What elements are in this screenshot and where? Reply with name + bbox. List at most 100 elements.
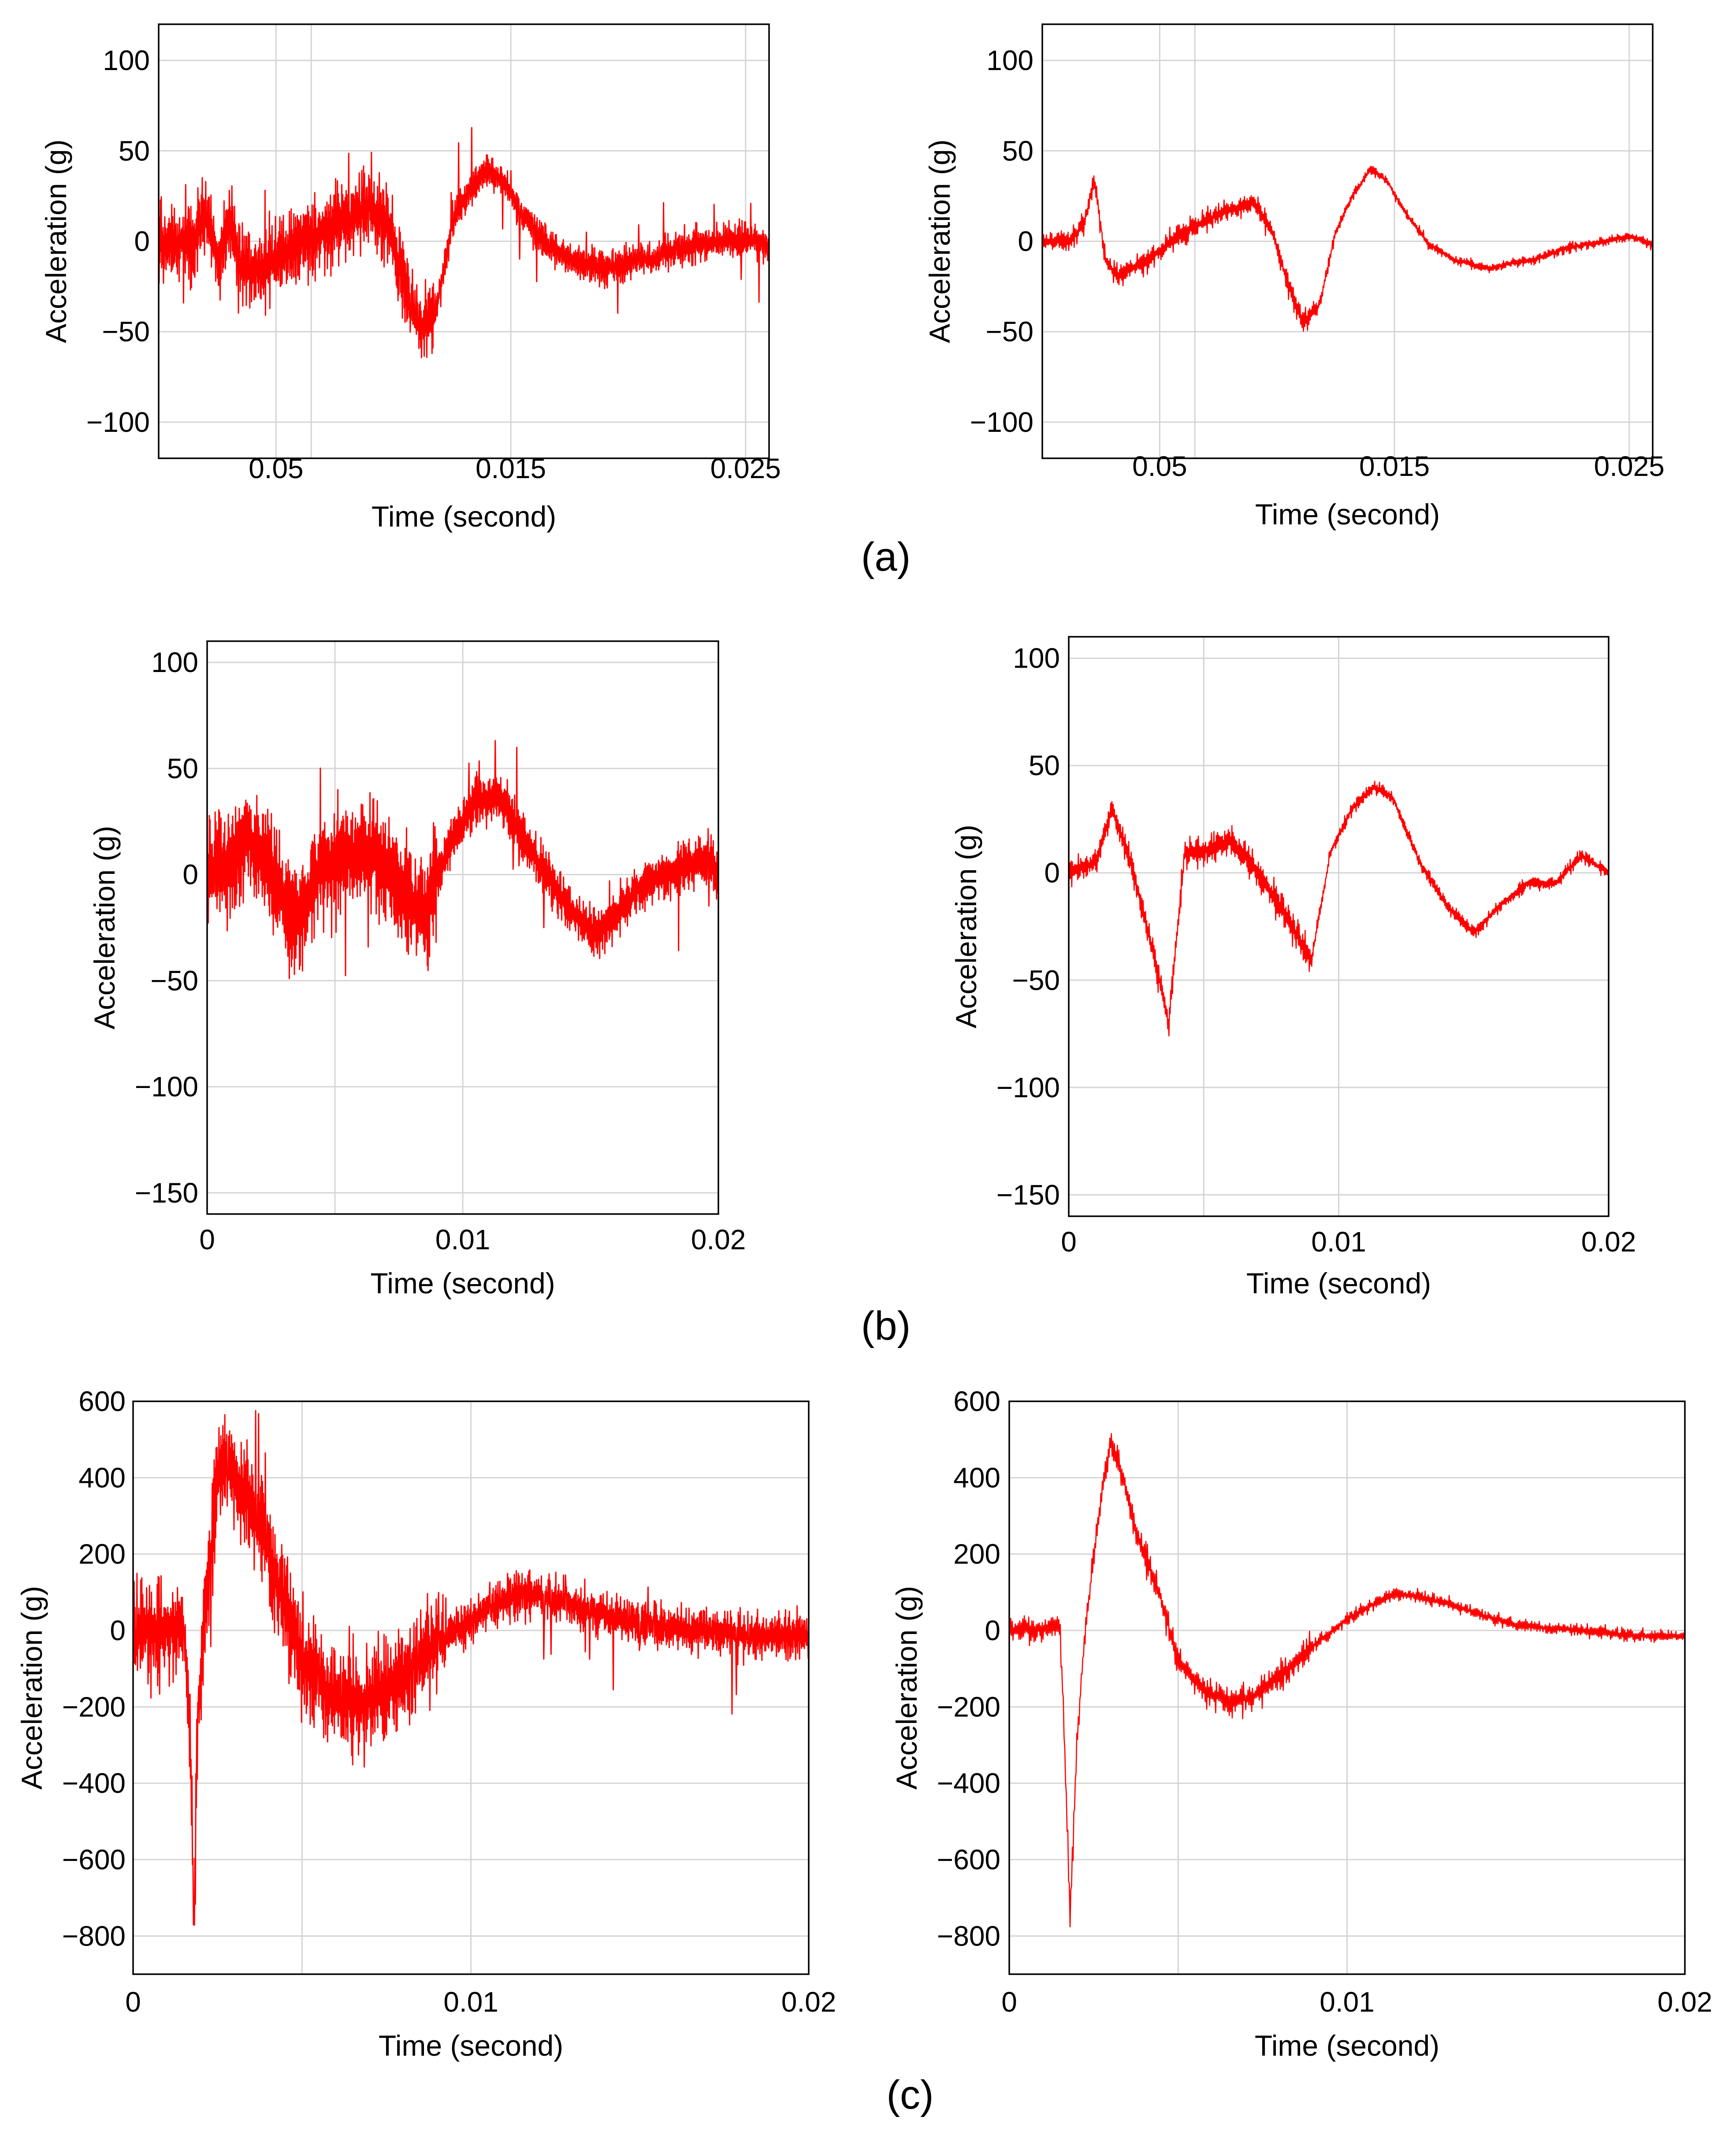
y-axis-title: Acceleration (g) xyxy=(923,139,956,343)
plot-frame xyxy=(132,1400,810,1975)
acceleration-trace xyxy=(1068,780,1610,1037)
y-tick-label: 100 xyxy=(1013,642,1060,674)
x-tick-label: 0.02 xyxy=(1658,1986,1713,2018)
grid-layer xyxy=(1042,24,1653,458)
y-tick-label: 200 xyxy=(78,1538,126,1570)
tick-layer: 0 0.01 0.02 600 400 200 0 −200 −400 −600 −800 xyxy=(62,1385,836,2018)
plot-frame xyxy=(1008,1400,1686,1975)
trace-layer xyxy=(1008,1433,1686,1927)
y-tick-label: −200 xyxy=(937,1691,1000,1723)
y-tick-label: 0 xyxy=(110,1615,126,1646)
x-tick-label: 0.01 xyxy=(435,1224,491,1255)
y-tick-label: 0 xyxy=(1018,226,1033,257)
panel-c-left: 0 0.01 0.02 600 400 200 0 −200 −400 −600 −800 Time… xyxy=(15,1385,836,2062)
y-axis-title: Acceleration (g) xyxy=(950,824,982,1028)
y-tick-label: 400 xyxy=(953,1462,1000,1493)
x-tick-label: 0.02 xyxy=(691,1224,746,1255)
y-tick-label: 100 xyxy=(103,45,150,76)
x-tick-label: 0 xyxy=(1001,1986,1017,2018)
y-tick-label: −400 xyxy=(937,1768,1000,1799)
y-tick-label: −400 xyxy=(62,1768,126,1799)
y-tick-label: 0 xyxy=(985,1615,1000,1646)
y-tick-label: 100 xyxy=(151,646,198,678)
panel-a-left: 0.05 0.015 0.025 100 50 0 −50 −100 Time (second… xyxy=(40,23,781,533)
y-tick-label: 50 xyxy=(119,135,150,167)
x-tick-label: 0.015 xyxy=(476,453,546,484)
y-tick-label: 50 xyxy=(167,753,198,784)
x-tick-label: 0.01 xyxy=(1311,1226,1366,1258)
y-tick-label: −100 xyxy=(996,1072,1060,1103)
x-tick-label: 0 xyxy=(125,1986,141,2018)
x-axis-title: Time (second) xyxy=(1255,2029,1439,2062)
y-tick-label: 0 xyxy=(134,226,150,257)
tick-layer: 0 0.01 0.02 600 400 200 0 −200 −400 −600 −800 xyxy=(937,1385,1712,2018)
trace-layer xyxy=(1068,780,1610,1037)
y-axis-title: Acceleration (g) xyxy=(88,826,121,1029)
acceleration-trace xyxy=(1008,1433,1686,1927)
x-tick-label: 0.025 xyxy=(1594,450,1665,482)
acceleration-trace xyxy=(158,127,770,358)
x-axis-title: Time (second) xyxy=(370,1267,555,1300)
y-tick-label: −800 xyxy=(62,1920,126,1952)
acceleration-trace xyxy=(132,1410,810,1926)
x-axis-title: Time (second) xyxy=(379,2029,563,2062)
trace-layer xyxy=(1041,165,1654,332)
trace-layer xyxy=(158,127,770,358)
plot-frame xyxy=(1068,636,1610,1217)
tick-layer: 0 0.01 0.02 100 50 0 −50 −100 −150 xyxy=(135,646,746,1255)
x-tick-label: 0.05 xyxy=(249,453,304,484)
x-axis-title: Time (second) xyxy=(372,500,556,533)
x-axis-title: Time (second) xyxy=(1255,498,1440,531)
x-tick-label: 0.015 xyxy=(1359,450,1430,482)
plot-frame xyxy=(158,23,770,459)
panel-label-c: (c) xyxy=(886,2072,933,2117)
y-tick-label: 0 xyxy=(1044,857,1060,889)
x-tick-label: 0.025 xyxy=(710,453,781,484)
tick-layer: 0 0.01 0.02 100 50 0 −50 −100 −150 xyxy=(996,642,1636,1258)
x-tick-label: 0 xyxy=(199,1224,215,1255)
panel-label-a: (a) xyxy=(861,535,911,579)
y-tick-label: −100 xyxy=(135,1071,198,1103)
y-tick-label: −50 xyxy=(102,316,150,348)
y-tick-label: −50 xyxy=(150,965,198,996)
y-axis-title: Acceleration (g) xyxy=(40,139,72,343)
y-axis-title: Acceleration (g) xyxy=(15,1586,48,1790)
y-tick-label: −100 xyxy=(86,406,150,438)
y-tick-label: −800 xyxy=(937,1920,1000,1952)
acceleration-trace xyxy=(1041,165,1654,332)
grid-layer xyxy=(1009,1401,1685,1974)
acceleration-trace xyxy=(206,740,719,980)
y-tick-label: 600 xyxy=(78,1385,126,1417)
y-tick-label: −100 xyxy=(970,406,1033,438)
grid-layer xyxy=(207,641,718,1214)
y-tick-label: −50 xyxy=(985,316,1033,348)
y-tick-label: 50 xyxy=(1029,750,1060,781)
y-tick-label: −150 xyxy=(996,1179,1060,1211)
panel-a-right: 0.05 0.015 0.025 100 50 0 −50 −100 Time (second… xyxy=(923,23,1665,531)
x-tick-label: 0.01 xyxy=(1320,1986,1375,2018)
y-tick-label: 600 xyxy=(953,1385,1000,1417)
trace-layer xyxy=(132,1410,810,1926)
tick-layer: 0.05 0.015 0.025 100 50 0 −50 −100 xyxy=(970,45,1665,482)
plot-frame xyxy=(206,640,719,1215)
x-tick-label: 0.05 xyxy=(1132,450,1187,482)
y-tick-label: 100 xyxy=(986,45,1033,76)
y-tick-label: 50 xyxy=(1002,135,1033,167)
tick-layer: 0.05 0.015 0.025 100 50 0 −50 −100 xyxy=(86,45,781,484)
y-tick-label: −600 xyxy=(62,1844,126,1875)
trace-layer xyxy=(206,740,719,980)
y-tick-label: 400 xyxy=(78,1462,126,1493)
y-tick-label: −600 xyxy=(937,1844,1000,1875)
panel-b-right: 0 0.01 0.02 100 50 0 −50 −100 −150 Time (second)… xyxy=(950,636,1636,1300)
panel-b-left: 0 0.01 0.02 100 50 0 −50 −100 −150 Time (second)… xyxy=(88,640,746,1300)
x-tick-label: 0 xyxy=(1061,1226,1077,1258)
panel-label-b: (b) xyxy=(861,1303,911,1348)
y-tick-label: −200 xyxy=(62,1691,126,1723)
x-tick-label: 0.02 xyxy=(1581,1226,1636,1258)
y-tick-label: 200 xyxy=(953,1538,1000,1570)
x-tick-label: 0.01 xyxy=(443,1986,498,2018)
x-axis-title: Time (second) xyxy=(1246,1267,1431,1300)
x-tick-label: 0.02 xyxy=(781,1986,836,2018)
y-tick-label: −150 xyxy=(135,1177,198,1209)
